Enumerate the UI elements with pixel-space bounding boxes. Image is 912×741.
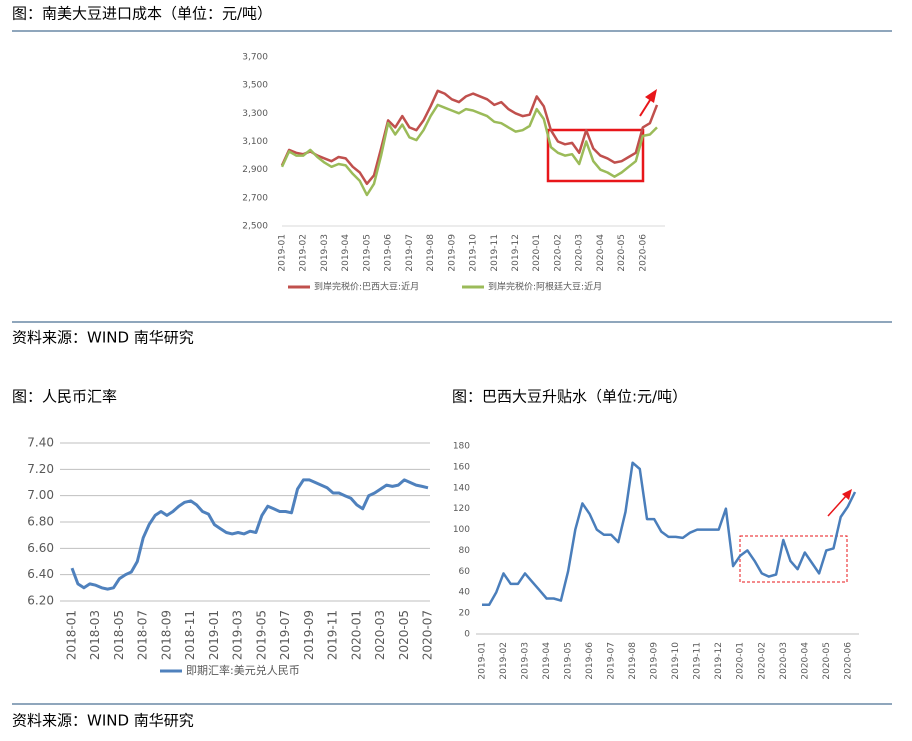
figure-title: 图：人民币汇率	[12, 388, 117, 406]
x-tick-label: 2019-03	[320, 234, 330, 272]
x-tick-label: 2020-06	[843, 642, 853, 680]
series-line	[70, 478, 429, 591]
source: 资料来源：WIND 南华研究	[12, 329, 194, 347]
x-tick-label: 2018-07	[136, 610, 150, 660]
legend-label: 到岸完税价:巴西大豆:近月	[314, 281, 419, 293]
x-tick-label: 2020-03	[575, 234, 585, 272]
series-line	[280, 89, 659, 186]
x-tick-label: 2019-08	[426, 234, 436, 272]
y-tick-label: 160	[453, 462, 470, 472]
y-tick-label: 100	[453, 525, 470, 535]
x-tick-label: 2020-04	[596, 234, 606, 272]
y-tick-label: 2,900	[242, 165, 268, 175]
arrow	[827, 495, 847, 517]
x-tick-label: 2019-07	[278, 610, 292, 660]
x-tick-label: 2019-01	[478, 642, 488, 680]
x-tick-label: 2020-07	[421, 610, 435, 660]
x-tick-label: 2020-05	[617, 234, 627, 272]
y-tick-label: 2,700	[242, 193, 268, 203]
y-tick-label: 40	[459, 588, 471, 598]
arrow-head	[842, 489, 852, 500]
y-tick-label: 20	[459, 609, 471, 619]
x-tick-label: 2019-05	[254, 610, 268, 660]
y-tick-label: 6.40	[27, 567, 54, 581]
x-tick-label: 2020-01	[532, 234, 542, 272]
x-tick-label: 2019-09	[650, 642, 660, 680]
x-tick-label: 2019-08	[628, 642, 638, 680]
x-tick-label: 2020-04	[800, 642, 810, 680]
x-tick-label: 2019-02	[499, 642, 509, 680]
highlight-box	[739, 535, 848, 583]
x-tick-label: 2019-10	[671, 642, 681, 680]
x-tick-label: 2018-09	[159, 610, 173, 660]
series-line	[482, 461, 857, 607]
x-tick-label: 2019-09	[447, 234, 457, 272]
x-tick-label: 2019-06	[585, 642, 595, 680]
x-tick-label: 2020-03	[373, 610, 387, 660]
y-tick-label: 6.80	[27, 515, 54, 529]
x-tick-label: 2019-04	[542, 642, 552, 680]
y-tick-label: 180	[453, 442, 470, 452]
x-tick-label: 2018-11	[183, 610, 197, 660]
x-tick-label: 2019-09	[302, 610, 316, 660]
source: 资料来源：WIND 南华研究	[12, 712, 194, 730]
x-tick-label: 2020-05	[397, 610, 411, 660]
highlight-box	[546, 128, 645, 183]
y-tick-label: 6.60	[27, 541, 54, 555]
x-tick-label: 2019-06	[384, 234, 394, 272]
x-tick-label: 2019-01	[207, 610, 221, 660]
x-tick-label: 2019-03	[521, 642, 531, 680]
x-tick-label: 2019-10	[469, 234, 479, 272]
x-tick-label: 2019-11	[326, 610, 340, 660]
x-tick-label: 2018-05	[112, 610, 126, 660]
x-tick-label: 2020-01	[349, 610, 363, 660]
x-tick-label: 2019-01	[278, 234, 288, 272]
x-tick-label: 2019-03	[231, 610, 245, 660]
legend-label: 即期汇率:美元兑人民币	[186, 663, 300, 677]
x-tick-label: 2019-11	[693, 642, 703, 680]
figure-title: 图：巴西大豆升贴水（单位:元/吨）	[452, 388, 687, 406]
y-tick-label: 140	[453, 483, 470, 493]
x-tick-label: 2020-05	[822, 642, 832, 680]
y-tick-label: 7.40	[27, 436, 54, 450]
y-tick-label: 7.20	[27, 462, 54, 476]
y-tick-label: 2,500	[242, 222, 268, 232]
x-tick-label: 2019-05	[564, 642, 574, 680]
x-tick-label: 2019-07	[607, 642, 617, 680]
x-tick-label: 2019-07	[405, 234, 415, 272]
x-tick-label: 2020-06	[638, 234, 648, 272]
x-tick-label: 2019-04	[341, 234, 351, 272]
y-tick-label: 0	[464, 630, 470, 640]
y-tick-label: 7.00	[27, 488, 54, 502]
y-tick-label: 3,300	[242, 109, 268, 119]
x-tick-label: 2019-02	[299, 234, 309, 272]
y-tick-label: 6.20	[27, 594, 54, 608]
x-tick-label: 2020-01	[736, 642, 746, 680]
series-line	[280, 103, 658, 197]
legend-label: 到岸完税价:阿根廷大豆:近月	[488, 281, 602, 293]
x-tick-label: 2020-02	[757, 642, 767, 680]
x-tick-label: 2019-05	[362, 234, 372, 272]
y-tick-label: 120	[453, 504, 470, 514]
arrow-head	[645, 89, 657, 103]
x-tick-label: 2019-11	[490, 234, 500, 272]
figure-title: 图：南美大豆进口成本（单位：元/吨）	[12, 5, 272, 23]
x-tick-label: 2020-03	[779, 642, 789, 680]
x-tick-label: 2019-12	[511, 234, 521, 272]
x-tick-label: 2020-02	[553, 234, 563, 272]
x-tick-label: 2019-12	[714, 642, 724, 680]
x-tick-label: 2018-01	[65, 610, 79, 660]
y-tick-label: 80	[459, 546, 471, 556]
y-tick-label: 3,500	[242, 81, 268, 91]
x-tick-label: 2018-03	[88, 610, 102, 660]
y-tick-label: 3,100	[242, 137, 268, 147]
y-tick-label: 60	[459, 567, 471, 577]
y-tick-label: 3,700	[242, 53, 268, 63]
